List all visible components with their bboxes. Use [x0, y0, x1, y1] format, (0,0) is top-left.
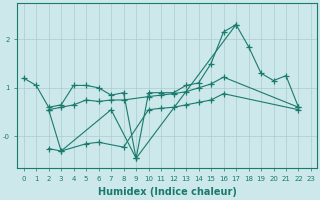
- X-axis label: Humidex (Indice chaleur): Humidex (Indice chaleur): [98, 187, 237, 197]
